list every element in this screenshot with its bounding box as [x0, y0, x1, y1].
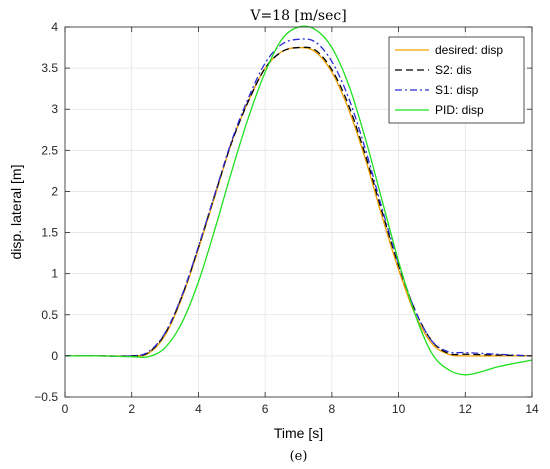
x-tick-label: 6 [262, 402, 269, 416]
y-tick-label: 2 [51, 184, 58, 198]
x-tick-label: 4 [195, 402, 202, 416]
y-tick-label: 1 [51, 267, 58, 281]
x-tick-label: 10 [392, 402, 406, 416]
legend: desired: disp S2: dis S1: disp PID: disp [388, 36, 525, 124]
x-tick-label: 12 [459, 402, 473, 416]
y-tick-label: −0.5 [34, 390, 58, 404]
x-tick-label: 8 [329, 402, 336, 416]
y-tick-label: 2.5 [41, 143, 58, 157]
series-line-4 [64, 25, 533, 376]
legend-label: desired: disp [435, 43, 503, 57]
x-tick-label: 2 [128, 402, 135, 416]
chart-title: V=18 [m/sec] [249, 8, 346, 24]
y-tick-label: 4 [51, 20, 58, 34]
series-line-2 [65, 46, 533, 357]
y-tick-label: 1.5 [41, 226, 58, 240]
y-tick-label: 3 [51, 102, 58, 116]
legend-label: S2: dis [435, 63, 472, 77]
plot-frame [64, 26, 533, 398]
figure-caption: (e) [290, 449, 308, 464]
legend-label: PID: disp [435, 103, 484, 117]
series-line-3 [65, 38, 533, 357]
legend-box [388, 36, 525, 124]
x-axis-label: Time [s] [274, 425, 323, 441]
axis-ticks: 0 2 4 6 8 10 12 14 −0.5 0 0.5 1 1.5 2 2.5 3 3.5 4 [34, 20, 539, 416]
series-lines [64, 25, 533, 376]
x-tick-label: 0 [62, 402, 69, 416]
y-tick-label: 3.5 [41, 61, 58, 75]
y-tick-label: 0 [51, 349, 58, 363]
y-axis-label: disp. lateral [m] [8, 165, 24, 260]
x-tick-label: 14 [525, 402, 539, 416]
y-tick-label: 0.5 [41, 308, 58, 322]
legend-label: S1: disp [435, 83, 479, 97]
